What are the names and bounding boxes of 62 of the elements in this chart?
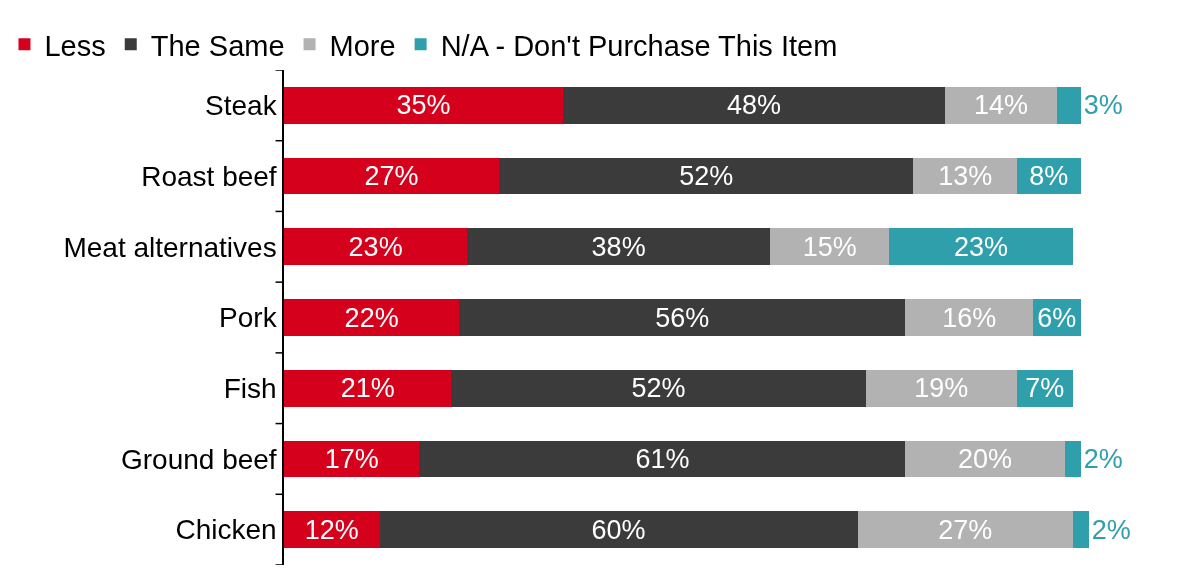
bar [284,86,563,124]
bar [284,369,452,407]
legend-label: Less [44,29,106,62]
data-label: 16% [942,302,997,333]
bar [451,369,866,407]
bar [467,228,770,266]
data-label: 27% [938,514,993,545]
bar [1056,86,1081,124]
data-label: 60% [591,514,646,545]
data-label: 23% [954,231,1009,262]
data-label: 52% [679,161,734,192]
data-label: 23% [348,231,403,262]
data-label: 6% [1037,302,1077,333]
data-label: 22% [344,302,399,333]
y-tick-label: Pork [219,302,278,334]
data-label: 3% [1083,90,1123,121]
bar [284,228,468,266]
data-label: 12% [304,514,359,545]
data-label: 21% [340,373,395,404]
y-tick-label: Chicken [175,514,277,546]
bar [459,299,906,336]
bar [562,86,946,124]
data-label: 52% [631,373,686,404]
bar [284,299,460,336]
data-label: 35% [396,90,451,121]
bar [1064,440,1081,478]
bar [769,228,890,266]
legend-label: The Same [150,29,285,62]
data-label: 2% [1083,443,1123,474]
legend-label: More [329,29,396,62]
data-label: 14% [973,90,1029,121]
data-label: 17% [324,443,379,474]
data-label: 20% [958,443,1013,474]
bar [945,86,1057,124]
bar [284,157,500,195]
y-tick-label: Steak [205,90,278,122]
data-label: 7% [1025,373,1065,404]
legend-label: N/A - Don't Purchase This Item [440,29,838,62]
bar [865,369,1017,407]
data-label: 61% [635,443,690,474]
y-tick-label: Meat alternatives [63,231,277,263]
bar [905,440,1065,478]
data-label: 56% [655,302,710,333]
bar [379,511,858,549]
data-label: 38% [591,231,646,262]
data-label: 19% [914,373,969,404]
data-label: 15% [802,231,857,262]
data-label: 48% [727,90,782,121]
bar [905,299,1033,336]
data-label: 2% [1091,514,1131,545]
data-label: 8% [1029,161,1069,192]
data-label: 27% [364,161,419,192]
bar [857,511,1073,549]
y-tick-label: Roast beef [141,160,277,192]
bar [1072,511,1089,549]
bar [419,440,906,478]
bar [889,228,1073,266]
bar [499,157,914,195]
data-label: 13% [938,161,993,192]
bar [284,440,420,478]
y-tick-label: Ground beef [120,443,277,475]
y-tick-label: Fish [223,373,277,405]
